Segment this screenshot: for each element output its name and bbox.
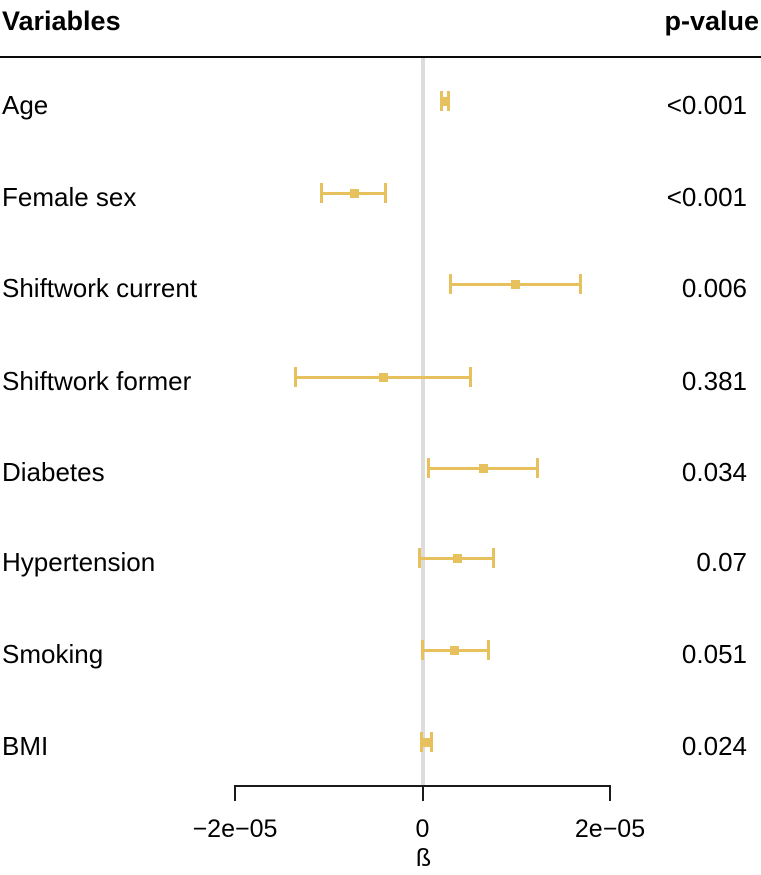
p-value: 0.006 [681, 273, 747, 303]
x-axis-tick-label: −2e−05 [192, 815, 278, 843]
p-value: 0.024 [681, 731, 747, 761]
ci-cap-left [421, 640, 424, 660]
row-label: Shiftwork former [2, 366, 192, 396]
point-estimate-marker [452, 553, 462, 563]
row-label: Smoking [2, 639, 104, 669]
ci-cap-right [468, 367, 472, 387]
x-axis-tick [234, 785, 236, 801]
ci-cap-right [536, 458, 540, 478]
point-estimate-marker [440, 96, 450, 106]
point-estimate-marker [449, 645, 459, 655]
x-axis-tick [609, 785, 611, 801]
point-estimate-marker [478, 463, 488, 473]
column-header-variables: Variables [2, 6, 121, 36]
row-label: Diabetes [2, 457, 105, 487]
ci-cap-right [486, 640, 490, 660]
p-value: 0.381 [681, 366, 747, 396]
zero-reference-line [420, 58, 425, 785]
header-separator-line [0, 56, 761, 58]
p-value: <0.001 [666, 90, 747, 120]
ci-cap-left [426, 458, 430, 478]
ci-cap-right [492, 548, 496, 568]
point-estimate-marker [422, 737, 432, 747]
x-axis-tick [421, 785, 424, 801]
x-axis-tick-label: 0 [415, 815, 430, 843]
row-label: Shiftwork current [2, 273, 198, 303]
ci-cap-right [430, 732, 434, 752]
p-value: <0.001 [666, 182, 747, 212]
column-header-p-value: p-value [664, 6, 759, 36]
ci-cap-right [579, 274, 583, 294]
p-value: 0.051 [681, 639, 747, 669]
p-value: 0.07 [696, 547, 747, 577]
ci-cap-left [294, 367, 298, 387]
row-label: Age [2, 90, 49, 120]
row-label: Female sex [2, 182, 137, 212]
ci-cap-right [384, 183, 388, 203]
ci-cap-left [420, 732, 424, 752]
point-estimate-marker [349, 188, 359, 198]
p-value: 0.034 [681, 457, 747, 487]
row-label: Hypertension [2, 547, 156, 577]
point-estimate-marker [378, 372, 388, 382]
x-axis-title: ß [415, 844, 432, 872]
ci-cap-left [418, 548, 422, 568]
ci-cap-left [319, 183, 323, 203]
point-estimate-marker [510, 279, 520, 289]
x-axis-tick-label: 2e−05 [574, 815, 646, 843]
ci-cap-left [449, 274, 453, 294]
row-label: BMI [2, 731, 49, 761]
